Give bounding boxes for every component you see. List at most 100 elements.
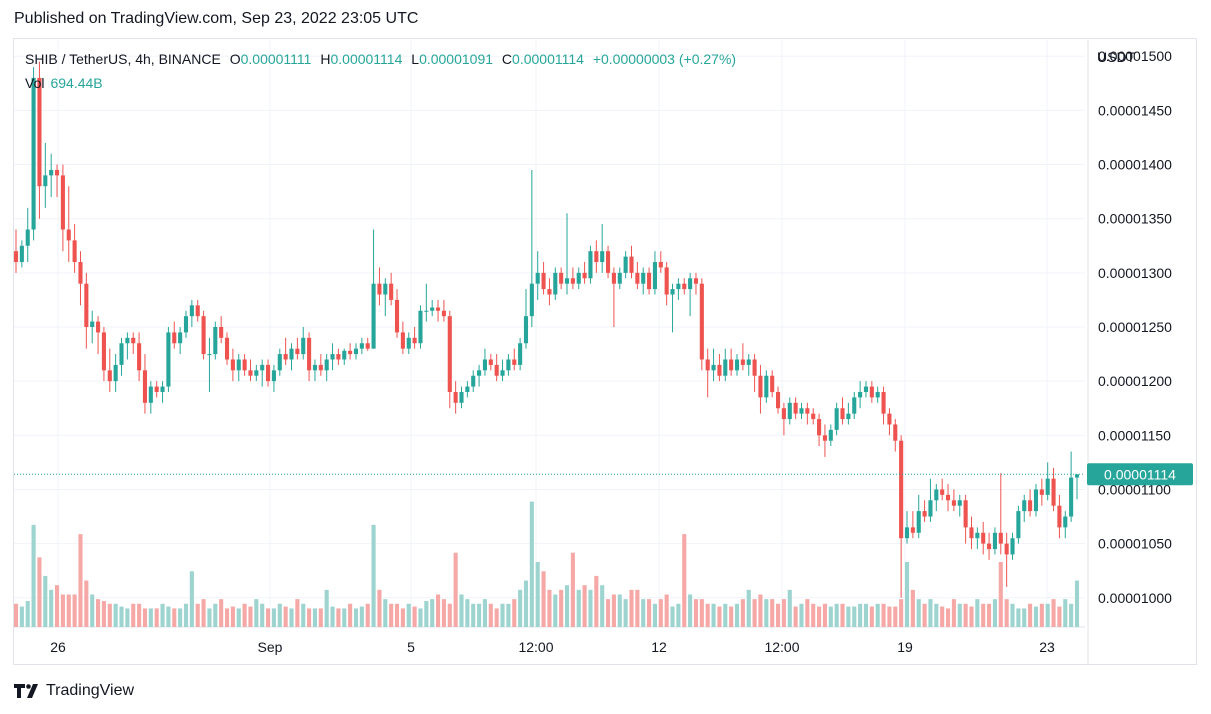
volume-bar: [693, 599, 699, 627]
volume-bar: [582, 585, 587, 627]
volume-bar: [49, 589, 54, 627]
volume-bar: [471, 603, 476, 627]
volume-bar: [295, 599, 300, 627]
candle-body: [822, 435, 827, 441]
y-tick-label: 0.00001050: [1098, 536, 1172, 552]
last-price-tag: [1087, 463, 1193, 486]
open-label: O: [229, 51, 241, 67]
volume-bar: [869, 606, 874, 627]
volume-bar: [805, 599, 810, 627]
volume-bar: [652, 603, 657, 627]
candle-body: [207, 354, 212, 356]
y-tick-label: 0.00001350: [1098, 211, 1172, 227]
volume-bar: [43, 575, 48, 627]
volume-bar: [746, 589, 751, 627]
candle-body: [817, 419, 822, 436]
volume-bar: [576, 589, 581, 627]
candle-body: [652, 262, 657, 290]
volume-bar: [113, 603, 118, 627]
chart-frame[interactable]: [13, 38, 1197, 665]
candle-body: [453, 391, 458, 403]
volume-bar: [840, 603, 845, 627]
tradingview-brand[interactable]: TradingView: [14, 682, 134, 700]
volume-bar: [518, 589, 523, 627]
candle-body: [746, 359, 751, 365]
volume-bar: [1004, 599, 1009, 627]
candle-body: [858, 391, 863, 398]
candle-body: [324, 359, 329, 371]
candle-body: [271, 370, 276, 382]
candle-body: [488, 359, 493, 365]
brand-label: TradingView: [46, 682, 135, 699]
candle-body: [1063, 516, 1068, 528]
candle-body: [307, 337, 312, 371]
candle-body: [676, 283, 681, 290]
volume-value: 694.44B: [50, 75, 103, 91]
candle-body: [142, 370, 148, 403]
candle-body: [553, 272, 558, 295]
volume-bar: [1033, 606, 1039, 627]
y-tick-label: 0.00001150: [1098, 427, 1171, 443]
volume-bar: [600, 585, 605, 627]
candle-body: [600, 251, 605, 263]
candle-body: [564, 278, 570, 284]
candle-body: [899, 440, 904, 539]
volume-bar: [453, 552, 458, 627]
x-tick-label: 19: [897, 639, 913, 655]
volume-bar: [377, 589, 382, 627]
candle-body: [770, 375, 775, 392]
candle-body: [641, 272, 646, 284]
y-tick-label: 0.00001300: [1098, 265, 1172, 281]
volume-bar: [60, 594, 65, 627]
candle-body: [125, 337, 130, 344]
candle-body: [1074, 474, 1080, 478]
symbol-label[interactable]: SHIB / TetherUS, 4h, BINANCE: [25, 51, 221, 67]
candle-body: [353, 348, 359, 355]
candle-body: [781, 408, 786, 420]
volume-bar: [951, 599, 956, 627]
volume-bar: [389, 603, 394, 627]
volume-bar: [148, 608, 153, 627]
volume-bar: [969, 606, 974, 627]
candle-body: [289, 348, 294, 360]
volume-bar: [78, 534, 83, 627]
volume-bar: [617, 594, 622, 627]
volume-bar: [330, 606, 335, 627]
volume-bar: [992, 599, 997, 627]
volume-bar: [318, 608, 323, 627]
candle-body: [494, 364, 499, 376]
volume-bar: [570, 552, 575, 627]
candle-body: [693, 278, 699, 284]
candle-body: [318, 364, 323, 371]
volume-bar: [822, 603, 827, 627]
candle-body: [1022, 500, 1027, 512]
close-value: 0.00001114: [512, 51, 584, 67]
volume-label: Vol: [25, 75, 45, 91]
volume-bar: [1010, 603, 1015, 627]
candle-body: [758, 375, 763, 398]
candle-body: [482, 359, 488, 371]
volume-bar: [125, 608, 130, 627]
candle-body: [945, 494, 951, 501]
candle-body: [1033, 489, 1039, 512]
volume-bar: [828, 606, 833, 627]
volume-bar: [494, 608, 499, 627]
volume-bar: [37, 557, 42, 627]
volume-bar: [793, 606, 798, 627]
volume-bar: [131, 603, 136, 627]
candle-body: [717, 364, 722, 376]
candle-body: [1004, 543, 1009, 555]
volume-bar: [1063, 599, 1068, 627]
candle-body: [183, 316, 189, 333]
volume-bar: [635, 589, 640, 627]
volume-bar: [224, 608, 230, 627]
volume-bar: [945, 608, 951, 627]
candle-body: [430, 307, 435, 311]
candle-body: [541, 272, 546, 290]
y-tick-label: 0.00001400: [1098, 157, 1172, 173]
volume-bar: [1039, 603, 1044, 627]
candle-body: [969, 527, 974, 539]
volume-bar: [66, 594, 71, 627]
candle-body: [688, 278, 693, 290]
